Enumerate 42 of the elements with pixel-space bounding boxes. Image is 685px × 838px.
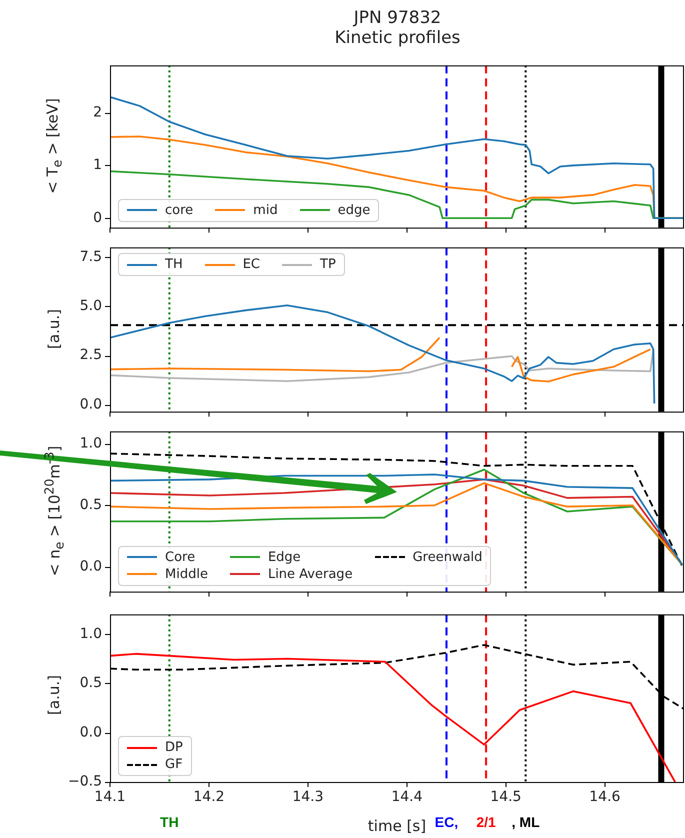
legend-label: Core [165, 550, 196, 565]
y-tick-label: 0.0 [80, 724, 102, 740]
y-tick-label: 2.5 [80, 347, 102, 364]
y-tick-label: 5.0 [80, 298, 102, 314]
y-tick-label: 0.5 [80, 675, 102, 692]
legend-label: core [165, 202, 194, 218]
legend-label: TP [320, 257, 336, 272]
legend-label: edge [338, 202, 370, 218]
x-tick-label: 14.6 [589, 789, 621, 806]
y-tick-label: 0.0 [80, 558, 102, 575]
y-tick-label: 2 [93, 104, 102, 120]
chart-subtitle: Kinetic profiles [334, 28, 460, 48]
text: EC, [434, 814, 458, 830]
legend-label: EC [242, 257, 260, 272]
text: TH [160, 814, 179, 830]
y-tick-label: 1.0 [80, 435, 102, 452]
x-tick-label: 14.3 [292, 789, 324, 806]
legend-label: DP [165, 740, 183, 755]
y-axis-title: [a.u.] [45, 308, 63, 348]
y-tick-label: 7.5 [80, 248, 102, 265]
y-tick-label: 0.0 [80, 396, 102, 412]
y-tick-label: 1.0 [80, 626, 102, 642]
x-tick-label: 14.4 [391, 789, 423, 806]
text: , ML [512, 814, 540, 830]
legend-label: Edge [268, 550, 301, 565]
legend-label: Line Average [268, 566, 353, 582]
legend-label: GF [165, 757, 183, 772]
y-tick-label: 0.5 [80, 496, 102, 513]
legend-label: Middle [165, 566, 208, 582]
legend-label: TH [165, 257, 183, 272]
y-axis-title: [a.u.] [45, 674, 63, 714]
legend-label: mid [253, 202, 278, 218]
x-tick-label: 14.1 [94, 789, 126, 806]
x-tick-label: 14.5 [490, 789, 522, 806]
y-tick-label: 0 [93, 210, 102, 226]
x-tick-label: 14.2 [193, 789, 225, 806]
y-tick-label: −0.5 [68, 774, 102, 790]
y-tick-label: 1 [93, 157, 102, 174]
x-axis-title: time [s] [368, 816, 426, 835]
text: 2/1 [476, 814, 496, 830]
chart-title: JPN 97832 [354, 8, 442, 28]
legend-label: Greenwald [412, 550, 482, 565]
